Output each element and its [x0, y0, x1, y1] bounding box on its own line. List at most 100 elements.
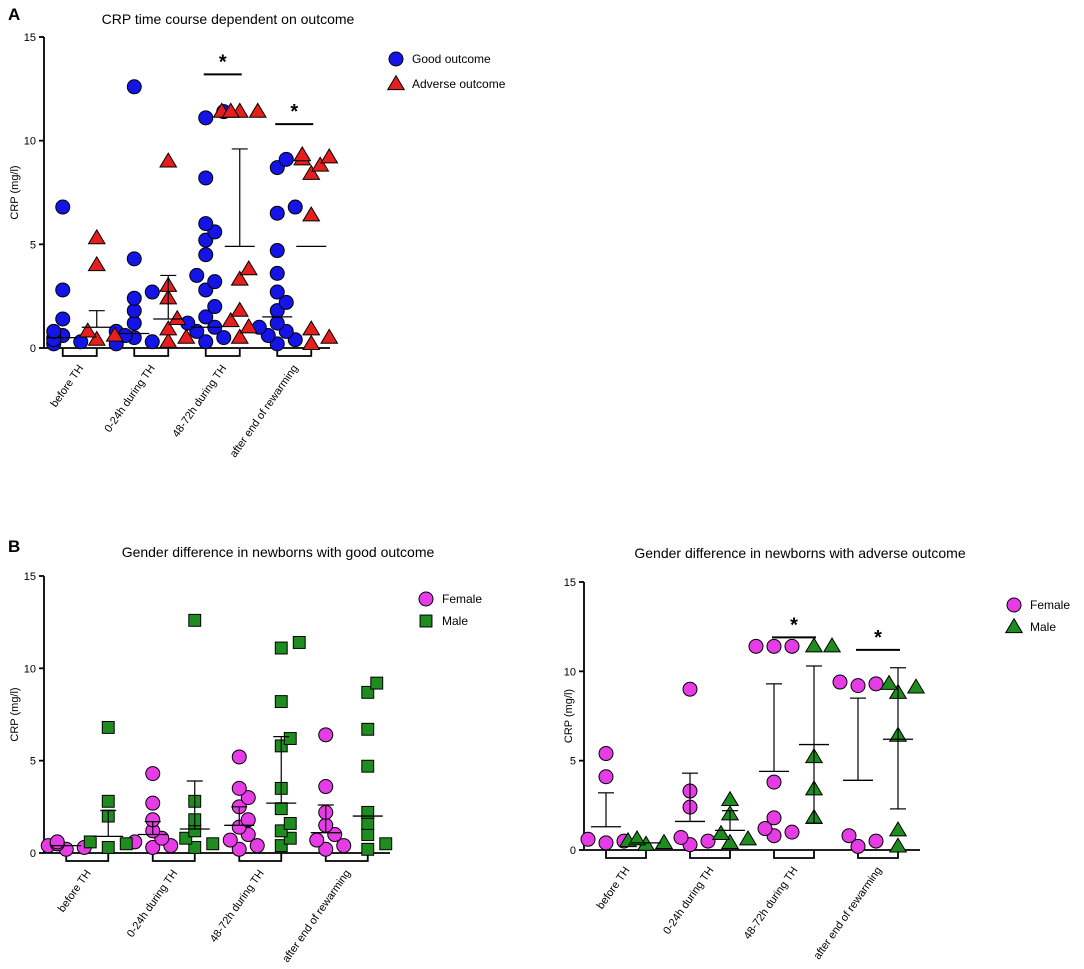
data-point-male	[379, 837, 393, 851]
data-point-male	[283, 831, 297, 845]
data-point-adverse-outcome	[320, 148, 339, 164]
data-point-male	[720, 833, 740, 849]
y-tick-label: 0	[30, 848, 36, 860]
x-tick-label-before-th: before TH	[595, 865, 633, 912]
data-point-male	[274, 824, 288, 838]
data-point-female	[784, 638, 800, 654]
data-point-adverse-outcome	[230, 328, 249, 344]
data-point-adverse-outcome	[302, 320, 321, 336]
data-point-female	[850, 678, 866, 694]
data-point-adverse-outcome	[311, 156, 330, 172]
data-point-female	[336, 838, 352, 854]
category-bracket	[204, 348, 241, 357]
data-point-male	[370, 676, 384, 690]
data-point-female	[49, 834, 65, 850]
data-point-good-outcome	[189, 267, 205, 283]
data-point-male	[188, 613, 202, 627]
data-point-adverse-outcome	[230, 301, 249, 317]
data-point-female	[757, 821, 773, 837]
data-point-good-outcome	[198, 110, 214, 126]
x-tick-label-48-72h-during-th: 48-72h during TH	[170, 363, 229, 440]
data-point-female	[841, 828, 857, 844]
x-tick-label-0-24h-during-th: 0-24h during TH	[125, 868, 180, 940]
data-point-male	[711, 824, 731, 841]
data-point-adverse-outcome	[239, 259, 258, 276]
data-point-male	[101, 794, 115, 808]
data-point-male	[361, 828, 375, 841]
data-point-good-outcome	[269, 265, 285, 281]
data-point-female	[700, 833, 716, 849]
data-point-female	[673, 829, 689, 845]
data-point-female	[850, 838, 866, 854]
data-point-male	[804, 637, 824, 653]
category-bracket	[689, 850, 731, 859]
data-point-male	[274, 641, 288, 655]
data-point-female	[784, 824, 800, 840]
legend-label-male: Male	[442, 614, 468, 628]
y-tick-label: 15	[24, 32, 36, 44]
legend-label-female: Female	[442, 592, 482, 606]
data-point-male	[822, 637, 842, 653]
data-point-adverse-outcome	[159, 152, 178, 168]
data-point-adverse-outcome	[221, 102, 240, 118]
data-point-male	[627, 830, 647, 846]
data-point-adverse-outcome	[87, 330, 106, 346]
data-point-male	[361, 817, 375, 830]
data-point-female	[598, 769, 614, 785]
data-point-adverse-outcome	[320, 328, 339, 344]
category-bracket	[151, 853, 196, 862]
x-tick-label-after-end-of-rewarming: after end of rewarming	[280, 868, 353, 965]
data-point-male	[101, 720, 115, 734]
data-point-adverse-outcome	[302, 334, 321, 350]
data-point-female	[231, 841, 247, 857]
data-point-male	[283, 817, 297, 830]
category-bracket	[133, 348, 170, 357]
data-point-good-outcome	[126, 79, 142, 95]
x-tick-label-after-end-of-rewarming: after end of rewarming	[228, 363, 301, 460]
data-point-male	[361, 722, 375, 736]
panel-letter-a: A	[8, 5, 20, 24]
data-point-adverse-outcome	[248, 102, 267, 118]
data-point-female	[240, 812, 256, 828]
data-point-good-outcome	[126, 303, 142, 319]
y-tick-label: 15	[24, 571, 36, 583]
data-point-male	[274, 695, 288, 709]
x-tick-label-48-72h-during-th: 48-72h during TH	[742, 865, 801, 942]
data-point-male	[654, 833, 674, 849]
x-tick-label-48-72h-during-th: 48-72h during TH	[208, 868, 267, 945]
data-point-good-outcome	[287, 199, 303, 215]
chart-title: CRP time course dependent on outcome	[102, 11, 355, 27]
data-point-good-outcome	[55, 311, 71, 327]
significance-star: *	[790, 614, 798, 636]
data-point-male	[361, 805, 375, 819]
legend-label-male: Male	[1030, 620, 1056, 634]
category-bracket	[276, 348, 313, 357]
data-point-good-outcome	[278, 151, 294, 167]
data-point-adverse-outcome	[293, 145, 312, 162]
y-tick-label: 10	[24, 663, 36, 675]
chart-gender-adverse-outcome: Gender difference in newborns with adver…	[563, 545, 1070, 962]
category-bracket	[238, 853, 283, 862]
data-point-good-outcome	[269, 243, 285, 259]
legend-marker-male	[1004, 617, 1024, 634]
legend-marker-male	[419, 614, 433, 628]
legend-marker-female	[418, 591, 434, 607]
data-point-good-outcome	[269, 315, 285, 331]
y-tick-label: 15	[564, 577, 576, 589]
category-bracket	[773, 850, 815, 859]
data-point-female	[327, 827, 343, 843]
data-point-adverse-outcome	[87, 228, 106, 245]
data-point-adverse-outcome	[87, 255, 106, 272]
data-point-good-outcome	[55, 282, 71, 298]
data-point-good-outcome	[216, 330, 232, 346]
data-point-male	[361, 842, 375, 856]
y-tick-label: 0	[30, 343, 36, 355]
data-point-male	[361, 685, 375, 699]
chart-gender-good-outcome: Gender difference in newborns with good …	[9, 544, 482, 965]
data-point-female	[231, 780, 247, 796]
legend-label-adverse-outcome: Adverse outcome	[412, 77, 506, 91]
data-point-good-outcome	[126, 290, 142, 306]
data-point-good-outcome	[269, 284, 285, 300]
data-point-female	[748, 638, 764, 654]
